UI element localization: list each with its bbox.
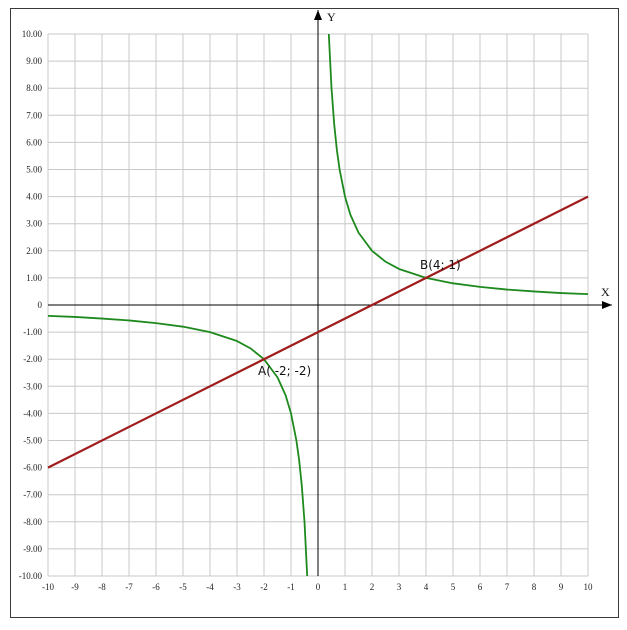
x-tick-label: -2 bbox=[260, 582, 268, 592]
point-label-a: A( -2; -2) bbox=[258, 364, 311, 378]
y-tick-label: -4.00 bbox=[23, 408, 42, 418]
y-tick-label: 1.00 bbox=[26, 273, 42, 283]
x-tick-label: -3 bbox=[233, 582, 241, 592]
y-tick-label: 6.00 bbox=[26, 137, 42, 147]
x-tick-label: 3 bbox=[397, 582, 402, 592]
y-tick-label: 0 bbox=[38, 300, 43, 310]
y-tick-label: -9.00 bbox=[23, 544, 42, 554]
y-tick-label: 5.00 bbox=[26, 165, 42, 175]
y-tick-label: 3.00 bbox=[26, 219, 42, 229]
x-tick-label: -6 bbox=[152, 582, 160, 592]
point-label-b: B(4; 1) bbox=[420, 258, 461, 272]
axes: XY bbox=[48, 10, 612, 576]
y-tick-label: -7.00 bbox=[23, 490, 42, 500]
x-tick-label: 5 bbox=[451, 582, 456, 592]
hyperbola-branch-2 bbox=[327, 33, 589, 296]
chart-frame bbox=[10, 8, 619, 618]
x-tick-label: -7 bbox=[125, 582, 133, 592]
x-tick-label: 7 bbox=[505, 582, 510, 592]
y-tick-label: -2.00 bbox=[23, 354, 42, 364]
annotations: A( -2; -2) B(4; 1) bbox=[258, 258, 461, 378]
x-tick-label: -4 bbox=[206, 582, 214, 592]
y-axis-title: Y bbox=[327, 10, 336, 24]
y-tick-label: -10.00 bbox=[19, 571, 43, 581]
y-tick-label: 2.00 bbox=[26, 246, 42, 256]
y-axis-arrow bbox=[314, 10, 322, 20]
x-tick-label: 8 bbox=[532, 582, 537, 592]
x-tick-label: 0 bbox=[316, 582, 321, 592]
y-tick-label: -3.00 bbox=[23, 381, 42, 391]
x-tick-label: -10 bbox=[42, 582, 54, 592]
y-tick-label: -1.00 bbox=[23, 327, 42, 337]
x-tick-label: 10 bbox=[584, 582, 594, 592]
x-tick-label: 1 bbox=[343, 582, 348, 592]
y-tick-label: -5.00 bbox=[23, 436, 42, 446]
x-tick-label: 4 bbox=[424, 582, 429, 592]
y-tick-label: 9.00 bbox=[26, 56, 42, 66]
hyperbola-branch-1 bbox=[47, 314, 309, 577]
x-axis-title: X bbox=[601, 285, 610, 299]
x-tick-label: -8 bbox=[98, 582, 106, 592]
y-tick-label: 8.00 bbox=[26, 83, 42, 93]
y-tick-label: -8.00 bbox=[23, 517, 42, 527]
x-axis-arrow bbox=[602, 301, 612, 309]
y-tick-label: 7.00 bbox=[26, 110, 42, 120]
line-series bbox=[47, 195, 589, 469]
x-tick-label: 6 bbox=[478, 582, 483, 592]
x-tick-label: -5 bbox=[179, 582, 187, 592]
y-tick-label: -6.00 bbox=[23, 463, 42, 473]
plot-lines bbox=[47, 33, 589, 577]
x-tick-label: -1 bbox=[287, 582, 295, 592]
y-tick-label: 10.00 bbox=[22, 29, 43, 39]
tick-labels: 10.00 9.00 8.00 7.00 6.00 5.00 4.00 3.00 2.00 1.0… bbox=[19, 29, 593, 592]
x-tick-label: -9 bbox=[71, 582, 79, 592]
x-tick-label: 2 bbox=[370, 582, 375, 592]
y-tick-label: 4.00 bbox=[26, 192, 42, 202]
x-tick-label: 9 bbox=[559, 582, 564, 592]
